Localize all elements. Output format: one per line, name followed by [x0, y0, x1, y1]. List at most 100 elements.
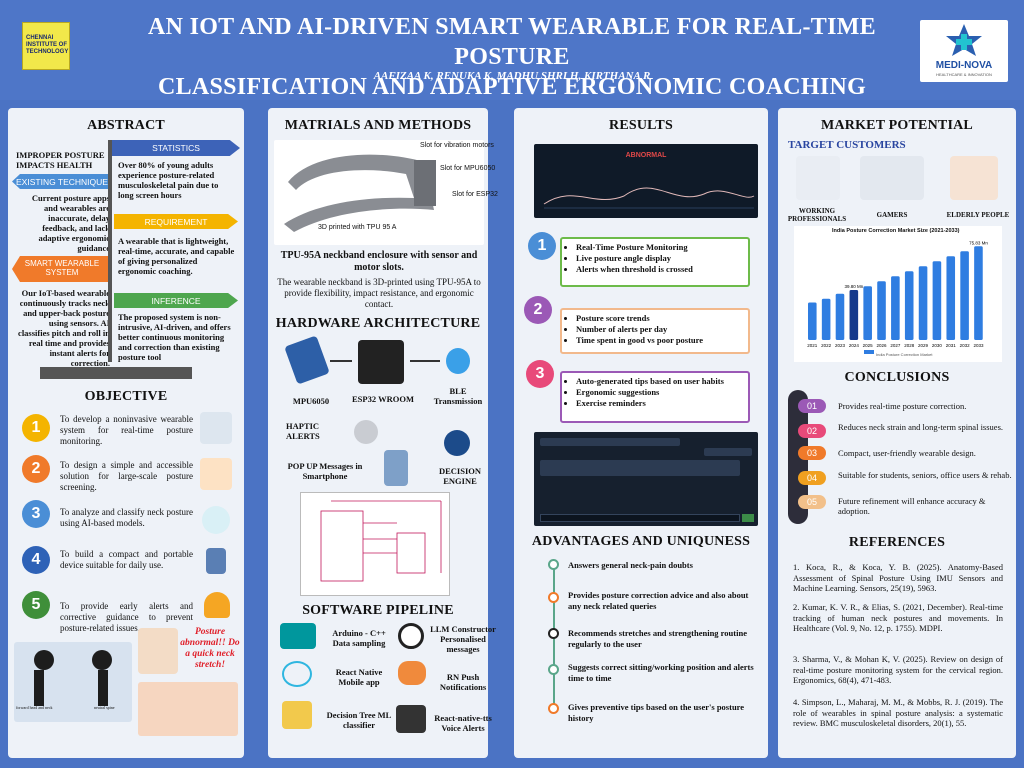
- results-heading: RESULTS: [609, 118, 673, 133]
- sw-react-text: React Native Mobile app: [335, 667, 383, 687]
- timeline-dot: [548, 559, 559, 570]
- medinova-tagline: HEALTHCARE & INNOVATION: [936, 72, 992, 77]
- send-button: [742, 514, 754, 522]
- existing-technique-tag: EXISTING TECHNIQUE: [12, 174, 112, 189]
- sw-decisiontree-text: Decision Tree ML classifier: [326, 710, 392, 730]
- decision-engine-label: DECISION ENGINE: [438, 466, 482, 486]
- objective-number-2: 2: [22, 455, 50, 483]
- slot-mpu-label: Slot for MPU6050: [440, 165, 496, 172]
- result-number-3: 3: [526, 360, 554, 388]
- phone-alert-icon: [138, 628, 178, 674]
- bar-2029: [918, 266, 928, 340]
- customer-elderly: ELDERLY PEOPLE: [946, 211, 1010, 219]
- result-line: Number of alerts per day: [576, 324, 748, 335]
- abstract-base-bar: [40, 367, 192, 379]
- posture-comparison-figure: [14, 642, 132, 722]
- chat-input: [540, 514, 740, 522]
- mpu6050-label: MPU6050: [292, 396, 330, 406]
- smart-wearable-tag: SMART WEARABLE SYSTEM: [12, 256, 112, 282]
- neck-pain-illustration: [138, 682, 238, 736]
- chat-message: [704, 448, 752, 456]
- bar-2022: [821, 298, 831, 340]
- institute-logo-text: CHENNAI INSTITUTE OF TECHNOLOGY: [26, 35, 69, 55]
- existing-technique-text: Current posture apps and wearables are i…: [31, 193, 110, 253]
- market-bar-chart: 2021 2022 2023 2024 39.80 Mn 2025 2026 2027 2028…: [807, 240, 988, 354]
- bar-2024: [849, 290, 859, 340]
- result-number-2: 2: [524, 296, 552, 324]
- objective-number-4: 4: [22, 546, 50, 574]
- schematic-lines-icon: [320, 500, 442, 582]
- legend-swatch: [864, 350, 874, 354]
- references-heading: REFERENCES: [848, 535, 946, 550]
- chat-bubble-icon: [398, 661, 426, 685]
- conclusion-text-2: Reduces neck strain and long-term spinal…: [838, 422, 1004, 432]
- tick-label-2031: 2031: [946, 343, 957, 348]
- target-customers-heading: TARGET CUSTOMERS: [788, 139, 906, 151]
- result-number-1: 1: [528, 232, 556, 260]
- forward-head-caption: forward head and neck: [16, 705, 53, 710]
- conclusion-text-4: Suitable for students, seniors, office u…: [838, 470, 1012, 480]
- result-line: Exercise reminders: [576, 398, 748, 409]
- reference-4: 4. Simpson, L., Maharaj, M. M., & Mobbs,…: [793, 697, 1003, 728]
- timeline-dot: [548, 703, 559, 714]
- chatbot-screenshot: [534, 432, 758, 526]
- conclusion-number-3: 03: [798, 446, 826, 460]
- medinova-name: MEDI-NOVA: [935, 60, 993, 71]
- conclusion-text-5: Future refinement will enhance accuracy …: [838, 496, 986, 516]
- authors: AAFIZAA K, RENUKA K, MADHU SHRI H, KIRTH…: [373, 70, 651, 82]
- bar-2028: [904, 271, 914, 340]
- statistics-text: Over 80% of young adults experience post…: [118, 160, 219, 200]
- objective-number-1: 1: [22, 414, 50, 442]
- result-box-1: Real-Time Posture MonitoringLive posture…: [560, 237, 750, 287]
- market-size-chart: India Posture Correction Market Size (20…: [794, 226, 1002, 362]
- popup-messages-label: POP UP Messages in Smartphone: [287, 461, 363, 481]
- value-label-2033: 75.83 Mn: [969, 240, 988, 245]
- sw-push-text: RN Push Notifications: [439, 672, 487, 692]
- conclusion-timeline-bar: [788, 390, 808, 524]
- posture-scan-icon: [200, 412, 232, 444]
- tick-label-2024: 2024: [849, 343, 860, 348]
- advantage-1: Answers general neck-pain doubts: [568, 560, 693, 570]
- haptic-alerts-label: HAPTIC ALERTS: [286, 421, 320, 441]
- result-line: Posture score trends: [576, 313, 748, 324]
- sw-arduino-text: Arduino - C++ Data sampling: [332, 628, 386, 648]
- timeline-dot: [548, 592, 559, 603]
- conclusion-number-2: 02: [798, 424, 826, 438]
- poster-header: [0, 0, 1024, 100]
- smartwatch-icon: [206, 548, 226, 574]
- objective-text-1: To develop a noninvasive wearable system…: [60, 414, 193, 446]
- tick-label-2023: 2023: [835, 343, 846, 348]
- bar-2021: [808, 302, 817, 340]
- connector-arrow: [330, 360, 352, 362]
- tick-label-2030: 2030: [932, 343, 943, 348]
- customer-working-professionals: WORKING PROFESSIONALS: [787, 207, 847, 223]
- bar-2031: [946, 256, 956, 340]
- tick-label-2028: 2028: [904, 343, 915, 348]
- chart-title: India Posture Correction Market Size (20…: [832, 228, 960, 234]
- advantage-4: Suggests correct sitting/working positio…: [568, 662, 754, 683]
- objective-heading: OBJECTIVE: [84, 389, 168, 404]
- bar-2033: [974, 246, 983, 340]
- conclusion-text-3: Compact, user-friendly wearable design.: [838, 448, 976, 458]
- medinova-logo: MEDI-NOVA HEALTHCARE & INNOVATION: [920, 20, 1008, 82]
- result-line: Auto-generated tips based on user habits: [576, 376, 748, 387]
- ble-label: BLE Transmission: [433, 386, 483, 406]
- neckband-render: [274, 140, 484, 245]
- bluetooth-icon: [446, 348, 470, 374]
- tick-label-2027: 2027: [890, 343, 901, 348]
- gear-icon: [444, 430, 470, 456]
- result-line: Time spent in good vs poor posture: [576, 335, 748, 346]
- posture-dashboard-screenshot: ABNORMAL: [534, 144, 758, 218]
- angle-chart-icon: [543, 187, 755, 209]
- slot-vibration-label: Slot for vibration motors: [420, 142, 494, 149]
- speech-icon: [396, 705, 426, 733]
- circuit-schematic: [300, 492, 450, 596]
- ai-head-icon: [202, 506, 230, 534]
- chart-legend: India Posture Correction Market: [876, 352, 933, 357]
- bar-2026: [877, 281, 886, 340]
- tick-label-2033: 2033: [973, 343, 984, 348]
- advantages-heading: ADVANTAGES AND UNIQUNESS: [531, 534, 751, 549]
- sw-tts-text: React-native-tts Voice Alerts: [434, 713, 492, 733]
- bar-2023: [835, 293, 845, 340]
- inference-tag: INFERENCE: [114, 293, 238, 308]
